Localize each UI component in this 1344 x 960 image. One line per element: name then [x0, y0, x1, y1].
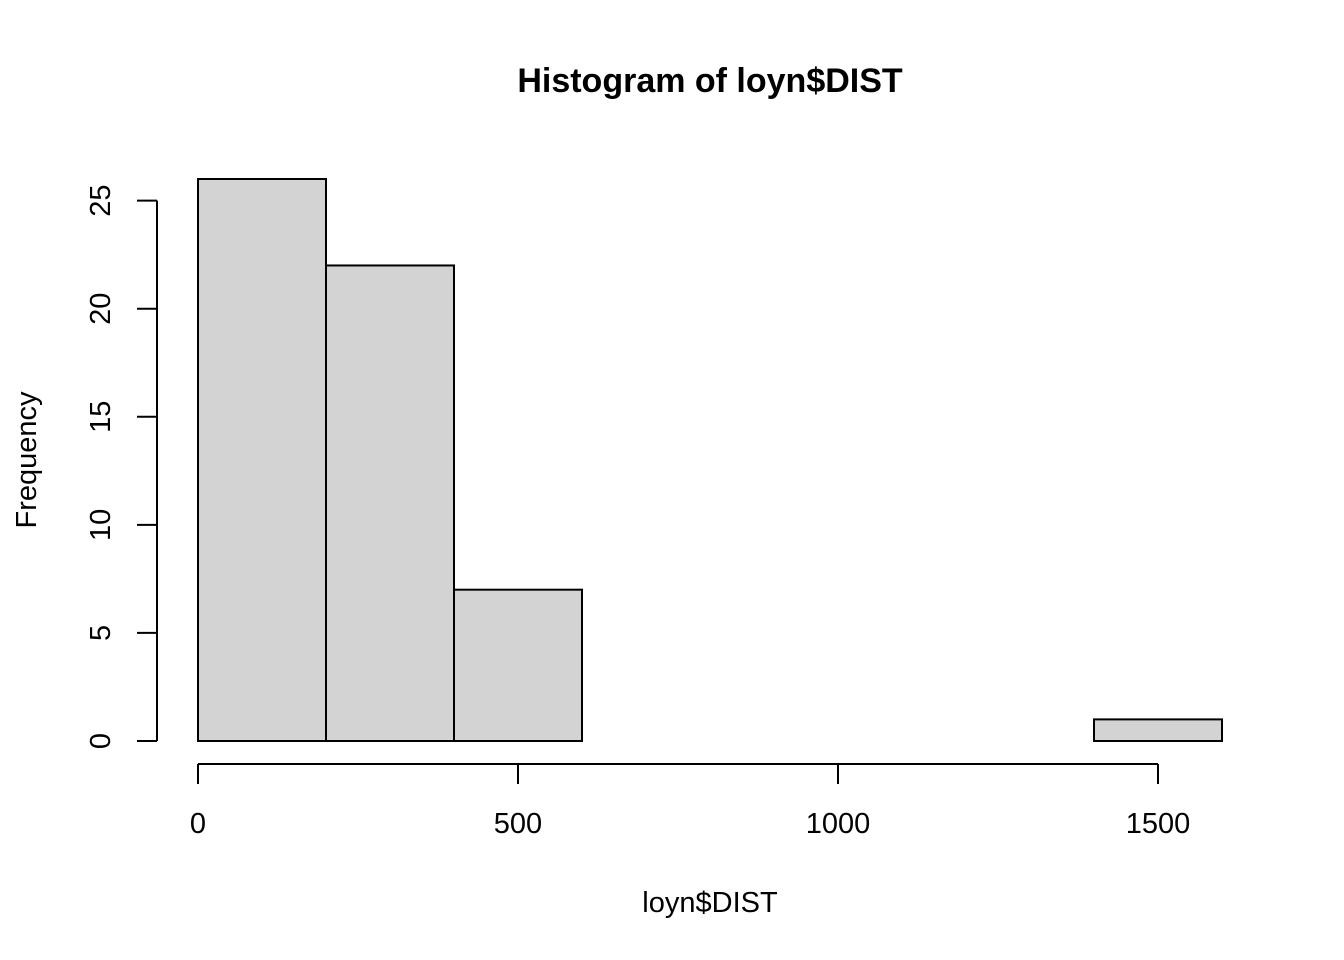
- chart-title: Histogram of loyn$DIST: [517, 62, 903, 100]
- y-tick-label: 5: [85, 625, 117, 641]
- x-tick-label: 1000: [806, 808, 871, 840]
- histogram-bar: [197, 178, 327, 742]
- x-tick-label: 1500: [1126, 808, 1191, 840]
- x-tick-label: 500: [494, 808, 542, 840]
- bars-group: [197, 178, 1223, 743]
- y-tick-label: 15: [85, 401, 117, 433]
- y-tick-label: 25: [85, 184, 117, 216]
- histogram-bar: [453, 588, 583, 743]
- y-tick-label: 20: [85, 293, 117, 325]
- x-axis: 0 500 1000 1500: [190, 763, 1191, 840]
- y-tick-label: 10: [85, 509, 117, 541]
- x-axis-label: loyn$DIST: [642, 887, 778, 919]
- histogram-bar: [1093, 718, 1223, 743]
- y-axis-label: Frequency: [11, 391, 43, 529]
- histogram-bar: [325, 264, 455, 742]
- y-axis: 0 5 10 15 20 25: [85, 184, 158, 749]
- x-tick-label: 0: [190, 808, 206, 840]
- y-tick-label: 0: [85, 733, 117, 749]
